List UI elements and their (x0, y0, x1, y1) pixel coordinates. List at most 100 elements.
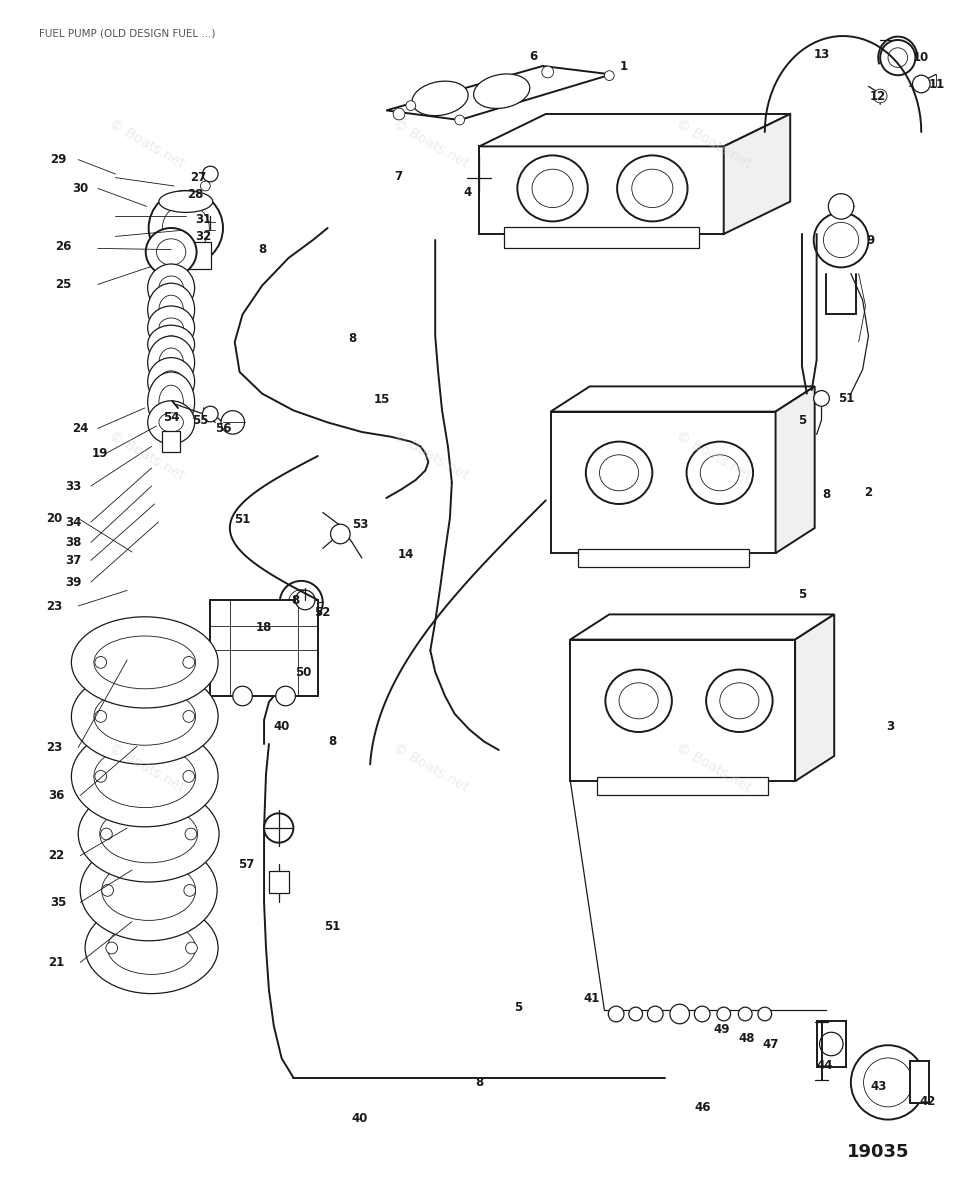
Text: 26: 26 (56, 240, 71, 252)
Ellipse shape (585, 442, 652, 504)
Text: 34: 34 (65, 516, 81, 528)
Ellipse shape (148, 325, 194, 364)
Circle shape (106, 942, 117, 954)
Circle shape (393, 108, 404, 120)
Circle shape (264, 814, 293, 842)
Text: 5: 5 (797, 414, 805, 426)
Text: 56: 56 (215, 422, 231, 434)
Ellipse shape (686, 442, 752, 504)
Text: 1: 1 (619, 60, 627, 72)
Text: © Boats.net: © Boats.net (673, 740, 753, 796)
Ellipse shape (71, 726, 218, 827)
Ellipse shape (700, 455, 739, 491)
Circle shape (863, 1058, 912, 1106)
Bar (156, 242, 211, 269)
Polygon shape (794, 614, 833, 781)
Text: 28: 28 (188, 188, 203, 200)
Circle shape (102, 884, 113, 896)
Text: 22: 22 (49, 850, 64, 862)
Ellipse shape (148, 264, 194, 312)
Text: 13: 13 (813, 48, 828, 60)
Ellipse shape (85, 902, 218, 994)
Bar (269, 871, 288, 893)
Text: 44: 44 (816, 1060, 831, 1072)
Ellipse shape (146, 228, 196, 276)
Circle shape (850, 1045, 924, 1120)
Circle shape (202, 166, 218, 182)
Text: 21: 21 (49, 956, 64, 968)
Text: 20: 20 (46, 512, 62, 524)
Text: © Boats.net: © Boats.net (106, 116, 187, 172)
Text: 5: 5 (797, 588, 805, 600)
Text: 48: 48 (738, 1032, 753, 1044)
Circle shape (813, 212, 868, 268)
Text: © Boats.net: © Boats.net (390, 740, 470, 796)
Text: 6: 6 (529, 50, 536, 62)
Text: © Boats.net: © Boats.net (673, 428, 753, 484)
Text: 8: 8 (348, 332, 356, 344)
Text: 50: 50 (295, 666, 311, 678)
Ellipse shape (599, 455, 638, 491)
Text: 46: 46 (694, 1102, 709, 1114)
Ellipse shape (71, 617, 218, 708)
Text: 39: 39 (65, 576, 81, 588)
Text: 52: 52 (315, 606, 330, 618)
Text: 3: 3 (885, 720, 893, 732)
Bar (570, 640, 794, 781)
Circle shape (162, 204, 209, 252)
Text: 38: 38 (65, 536, 81, 548)
Circle shape (405, 101, 415, 110)
Text: 15: 15 (373, 394, 389, 406)
Ellipse shape (605, 670, 671, 732)
Bar (162, 431, 180, 452)
Text: © Boats.net: © Boats.net (106, 740, 187, 796)
Circle shape (819, 1032, 842, 1056)
Ellipse shape (94, 745, 195, 808)
Text: 19: 19 (92, 448, 107, 460)
Circle shape (183, 710, 194, 722)
Circle shape (608, 1006, 623, 1022)
Ellipse shape (94, 636, 195, 689)
Ellipse shape (148, 358, 194, 406)
Text: 30: 30 (72, 182, 88, 194)
Circle shape (828, 193, 853, 220)
Text: © Boats.net: © Boats.net (390, 116, 470, 172)
Text: 12: 12 (870, 90, 885, 102)
Text: 53: 53 (352, 518, 367, 530)
Text: 19035: 19035 (846, 1142, 909, 1160)
Text: 5: 5 (514, 1002, 522, 1014)
Ellipse shape (158, 191, 213, 212)
Polygon shape (570, 614, 833, 640)
Ellipse shape (517, 156, 587, 222)
Circle shape (887, 48, 907, 67)
Text: 55: 55 (192, 414, 208, 426)
Text: 4: 4 (463, 186, 471, 198)
Circle shape (101, 828, 112, 840)
Circle shape (95, 656, 106, 668)
Circle shape (279, 581, 322, 624)
Text: 14: 14 (398, 548, 413, 560)
Circle shape (221, 410, 244, 434)
Text: 51: 51 (234, 514, 250, 526)
Ellipse shape (94, 688, 195, 745)
Ellipse shape (158, 413, 184, 432)
Ellipse shape (156, 239, 186, 265)
Ellipse shape (158, 385, 184, 419)
Text: 29: 29 (51, 154, 66, 166)
Text: 54: 54 (163, 412, 179, 424)
Ellipse shape (631, 169, 672, 208)
Ellipse shape (148, 283, 194, 336)
Circle shape (276, 686, 295, 706)
Bar (576, 550, 748, 568)
Polygon shape (723, 114, 789, 234)
Circle shape (233, 686, 252, 706)
Text: 47: 47 (762, 1038, 778, 1050)
Circle shape (823, 222, 858, 258)
Text: 2: 2 (864, 486, 871, 498)
Ellipse shape (158, 336, 184, 353)
Circle shape (716, 1007, 730, 1021)
Text: 8: 8 (822, 488, 829, 500)
Bar (550, 412, 775, 553)
Ellipse shape (148, 401, 194, 444)
Circle shape (738, 1007, 751, 1021)
